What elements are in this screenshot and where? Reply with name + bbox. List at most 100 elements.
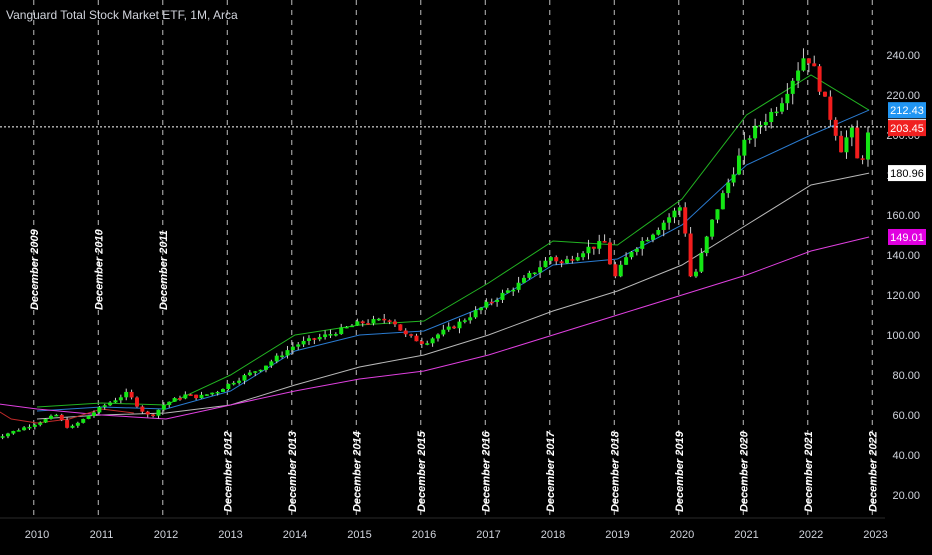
candle-body-23: [113, 400, 118, 403]
moving-average-line-2: [36, 172, 870, 420]
candle-body-45: [231, 382, 236, 385]
candle-body-8: [32, 424, 37, 427]
candle-body-63: [328, 334, 333, 336]
candle-150: [796, 62, 801, 88]
candle-body-61: [317, 337, 322, 340]
candle-38: [194, 394, 199, 400]
candle-101: [532, 272, 537, 276]
candle-body-38: [194, 394, 199, 399]
candle-body-14: [65, 420, 70, 428]
candle-87: [457, 318, 462, 334]
candle-body-92: [484, 301, 489, 308]
candle-body-41: [210, 392, 215, 395]
candle-body-70: [366, 323, 371, 325]
candle-body-155: [822, 91, 827, 97]
year-annotation-label-6: December 2015: [416, 430, 428, 512]
candle-body-95: [500, 292, 505, 300]
candle-body-2: [0, 436, 5, 438]
candle-body-129: [683, 207, 688, 234]
y-tick-label-7: 100.00: [886, 330, 920, 342]
candle-body-34: [172, 398, 177, 402]
candle-109: [575, 252, 580, 262]
candle-27: [134, 396, 139, 408]
candle-111: [586, 239, 591, 260]
candle-110: [581, 251, 586, 261]
candle-body-4: [11, 430, 16, 434]
price-label-3: 180.96: [888, 165, 926, 182]
candle-body-28: [140, 406, 145, 412]
candle-body-142: [753, 125, 758, 139]
candle-body-107: [564, 259, 569, 264]
candle-163: [865, 126, 870, 167]
candle-body-25: [124, 391, 129, 398]
x-tick-label-2016: 2016: [412, 529, 436, 541]
price-label-bg-2: [888, 120, 926, 137]
candle-body-150: [796, 70, 801, 81]
candle-77: [403, 328, 408, 338]
candle-body-128: [677, 207, 682, 211]
y-tick-label-0: 240.00: [886, 50, 920, 62]
candle-body-126: [667, 217, 672, 223]
candle-body-15: [70, 425, 75, 428]
candle-body-50: [258, 369, 263, 372]
candle-58: [301, 336, 306, 347]
chart-title: Vanguard Total Stock Market ETF, 1M, Arc…: [6, 8, 238, 22]
candle-body-76: [398, 324, 403, 331]
candle-105: [554, 255, 559, 265]
candle-body-106: [559, 261, 564, 264]
candle-126: [667, 213, 672, 230]
candle-114: [602, 234, 607, 243]
candle-body-120: [634, 248, 639, 252]
candle-4: [11, 430, 16, 435]
candle-body-156: [828, 96, 833, 120]
candle-135: [715, 209, 720, 224]
candle-56: [290, 342, 295, 355]
candle-30: [151, 413, 156, 418]
candle-16: [75, 421, 80, 428]
x-tick-label-2023: 2023: [863, 529, 887, 541]
candle-body-135: [715, 209, 720, 220]
candle-21: [102, 403, 107, 410]
x-tick-label-2010: 2010: [25, 529, 49, 541]
candle-body-3: [5, 433, 10, 437]
candle-144: [763, 113, 768, 132]
candle-body-80: [419, 341, 424, 344]
candle-35: [177, 395, 182, 401]
candle-74: [387, 319, 392, 325]
candle-92: [484, 298, 489, 310]
year-annotation-label-10: December 2019: [674, 430, 686, 512]
year-annotation-label-8: December 2017: [545, 430, 557, 512]
candle-body-73: [382, 318, 387, 321]
candle-9: [38, 421, 43, 427]
candle-118: [624, 252, 629, 265]
candle-50: [258, 369, 263, 373]
candle-43: [220, 388, 225, 392]
price-label-0: 212.43: [888, 102, 926, 119]
candle-body-62: [323, 334, 328, 338]
x-tick-label-2021: 2021: [734, 529, 758, 541]
candle-body-55: [285, 350, 290, 356]
x-tick-label-2013: 2013: [218, 529, 242, 541]
candle-body-87: [457, 321, 462, 329]
candle-body-145: [769, 111, 774, 123]
candle-body-122: [645, 239, 650, 242]
candle-51: [263, 365, 268, 373]
candle-31: [156, 409, 161, 419]
candle-29: [145, 410, 150, 418]
candle-63: [328, 329, 333, 339]
candle-20: [97, 405, 102, 414]
candle-body-37: [188, 394, 193, 396]
candle-body-46: [237, 380, 242, 383]
candle-body-161: [855, 127, 860, 159]
candle-123: [650, 233, 655, 243]
moving-average-line-3: [0, 236, 870, 420]
candle-155: [822, 91, 827, 97]
candle-124: [656, 227, 661, 236]
candle-body-64: [333, 334, 338, 336]
candle-body-110: [581, 253, 586, 258]
candle-body-81: [425, 343, 430, 345]
candle-body-138: [731, 174, 736, 183]
candle-body-54: [280, 355, 285, 358]
